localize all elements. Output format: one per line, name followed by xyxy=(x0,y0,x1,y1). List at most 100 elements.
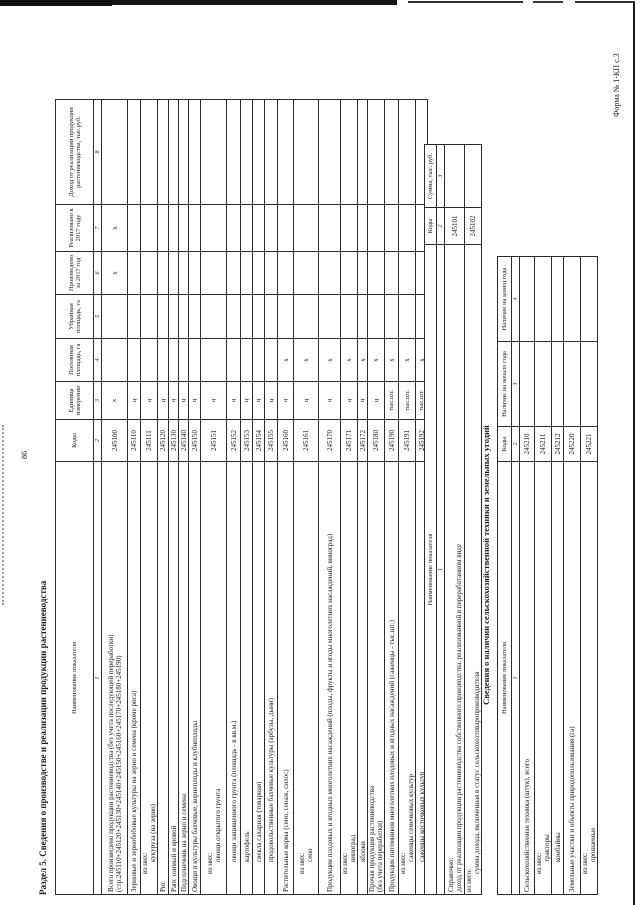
scan-specks xyxy=(2,425,6,605)
row-value-cell xyxy=(264,251,278,295)
col-num: 5 xyxy=(93,294,102,339)
table-row: Продукция плодовых и ягодных многолетних… xyxy=(318,99,341,895)
row-value-cell xyxy=(188,251,201,295)
row-name-line: из них: xyxy=(581,852,589,874)
col-num: 1 xyxy=(436,244,445,895)
section-title: Раздел 5. Сведения о производстве и реал… xyxy=(38,580,48,895)
row-name-cell: Продукция питомников многолетних плодовы… xyxy=(384,461,399,895)
row-name-cell: из них: орошаемые xyxy=(580,461,598,895)
row-code-cell: 245100 xyxy=(101,419,128,462)
row-name-line: продовольственные бахчевые культуры (арб… xyxy=(267,698,275,862)
col-num: 1 xyxy=(93,461,102,895)
row-value-cell: х xyxy=(318,338,341,382)
col-num: 8 xyxy=(93,99,102,205)
table-row: из него: сумма дохода, включенная в стату… xyxy=(464,144,482,895)
row-name-cell: Овощи и культуры бахчевые, корнеплоды и … xyxy=(188,461,201,895)
row-value-cell xyxy=(398,251,416,295)
table-row: Справочно: доход от реализации продукции … xyxy=(444,144,465,895)
row-value-cell: х xyxy=(293,338,319,382)
row-value-cell xyxy=(264,204,278,252)
row-value-cell xyxy=(384,204,399,252)
row-name-line: тракторы xyxy=(543,834,551,862)
scan-edge-bar xyxy=(408,1,523,3)
row-unit-cell: ц xyxy=(127,381,141,420)
row-unit-cell: ц xyxy=(157,381,169,420)
row-code-cell: 245111 xyxy=(140,419,158,462)
col-header-unit: Единица измерения xyxy=(55,381,94,420)
row-name-cell: Прочая продукция растениеводства (без уче… xyxy=(367,461,385,895)
row-unit-cell: ц xyxy=(277,381,294,420)
row-value-cell xyxy=(200,99,227,205)
row-value-cell xyxy=(226,338,241,382)
row-name-line: сумма дохода, включенная в статус сельск… xyxy=(473,671,481,874)
row-value-cell xyxy=(140,99,158,205)
row-code-cell: 245110 xyxy=(127,419,141,462)
row-value-cell xyxy=(551,256,564,342)
row-value-cell xyxy=(101,294,128,339)
row-name-cell: из них: виноград xyxy=(340,461,358,895)
row-value-cell xyxy=(293,294,319,339)
scan-edge-bar xyxy=(0,0,112,6)
row-value-cell xyxy=(318,294,341,339)
row-value-cell xyxy=(580,341,598,427)
row-code-cell: 245154 xyxy=(252,419,265,462)
form-label: Форма № 1-КП с.3 xyxy=(612,53,621,117)
table-row: Прочая продукция растениеводства (без уче… xyxy=(367,99,385,895)
row-code-cell: 245130 xyxy=(168,419,179,462)
col-num: 1 xyxy=(511,461,520,895)
row-value-cell xyxy=(200,251,227,295)
row-name-line: Подсолнечник на зерно и семена xyxy=(179,794,188,892)
row-name-line: (стр.245110+245120+245130+245140+245150+… xyxy=(114,655,123,893)
row-name-line: сено xyxy=(306,848,314,862)
table-row: Рапс озимый и яровой 245130 ц xyxy=(168,99,179,895)
row-value-cell xyxy=(367,204,385,252)
row-value-cell xyxy=(127,338,141,382)
col-header-name: Наименование показателя xyxy=(497,461,512,895)
equipment-land-table: Наименование показателя Коды Наличие на … xyxy=(497,256,598,895)
row-code-cell: 245120 xyxy=(157,419,169,462)
scan-edge-bar xyxy=(575,1,635,3)
row-unit-cell: ц xyxy=(178,381,189,420)
row-name-cell: свекла сахарная (товарная) xyxy=(252,461,265,895)
row-value-cell xyxy=(101,99,128,205)
scan-edge-line xyxy=(633,2,635,905)
row-code-cell: 245221 xyxy=(580,426,598,462)
row-value-cell: х xyxy=(101,204,128,252)
row-value-cell xyxy=(168,204,179,252)
table-row: Зерновые и зернобобовые культуры на зерн… xyxy=(127,99,141,895)
row-name-line: виноград xyxy=(349,834,357,862)
row-value-cell xyxy=(200,338,227,382)
col-header-name: Наименование показателя xyxy=(424,244,437,895)
row-unit-cell: ц xyxy=(140,381,158,420)
table-row: из них: тракторы 245211 xyxy=(534,256,552,895)
row-value-cell xyxy=(252,338,265,382)
row-value-cell xyxy=(340,99,358,205)
row-value-cell xyxy=(519,341,535,427)
row-value-cell xyxy=(157,251,169,295)
row-value-cell xyxy=(367,251,385,295)
row-value-cell: х xyxy=(357,338,368,382)
row-value-cell xyxy=(293,99,319,205)
row-code-cell: 245153 xyxy=(240,419,253,462)
row-code-cell: 245172 xyxy=(357,419,368,462)
table-row: комбайны 245212 xyxy=(551,256,564,895)
crop-production-table: Наименование показателя Коды Единица изм… xyxy=(55,99,428,895)
row-value-cell xyxy=(357,251,368,295)
table-header-row: Наименование показателя Коды Сумма, тыс.… xyxy=(424,144,437,895)
row-value-cell xyxy=(357,204,368,252)
row-value-cell xyxy=(398,294,416,339)
column-numbers-row: 1 2 3 4 xyxy=(511,256,520,895)
row-name-cell: комбайны xyxy=(551,461,564,895)
row-name-cell: Справочно: доход от реализации продукции … xyxy=(444,244,465,895)
row-name-line: (без учета переработки) xyxy=(376,820,384,892)
row-value-cell xyxy=(398,204,416,252)
row-name-line: из них: xyxy=(399,852,407,874)
row-name-line: Продукция плодовых и ягодных многолетних… xyxy=(325,533,334,892)
row-name-cell: Рапс озимый и яровой xyxy=(168,461,179,895)
table-row: картофель 245153 ц xyxy=(240,99,253,895)
row-unit-cell: ц xyxy=(240,381,253,420)
row-value-cell xyxy=(519,256,535,342)
table-header-row: Наименование показателя Коды Единица изм… xyxy=(55,99,94,895)
row-value-cell xyxy=(340,204,358,252)
row-value-cell xyxy=(384,99,399,205)
